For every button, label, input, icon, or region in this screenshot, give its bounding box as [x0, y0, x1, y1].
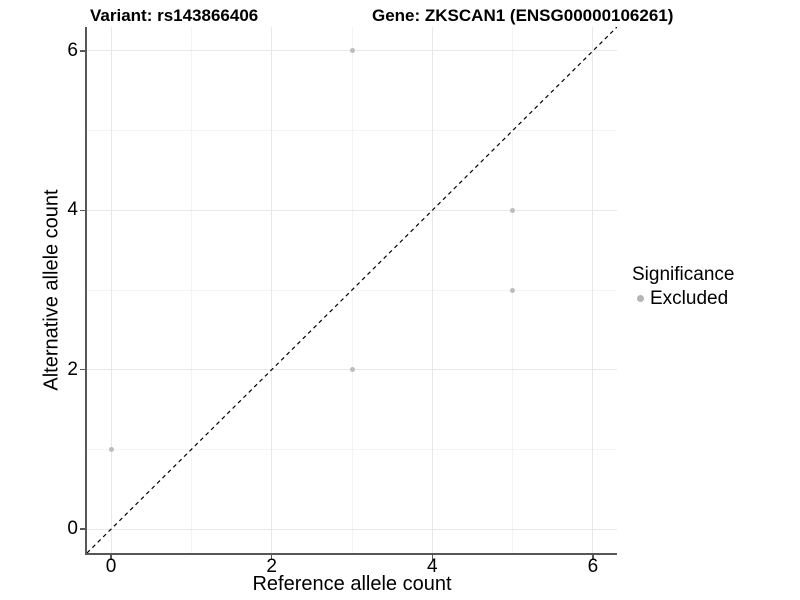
data-point [510, 207, 516, 213]
major-gridline-vertical [110, 27, 112, 553]
x-tick-label: 6 [587, 556, 599, 577]
legend-entries: Excluded [632, 287, 734, 310]
plot-panel [87, 27, 617, 553]
y-axis-label: Alternative allele count [40, 189, 63, 391]
x-tick-label: 0 [105, 556, 117, 577]
major-gridline-vertical [431, 27, 433, 553]
x-tick-label: 4 [427, 556, 438, 577]
legend-key [632, 290, 649, 307]
major-gridline-horizontal [87, 209, 617, 211]
x-tick-mark [270, 555, 273, 560]
legend-entry: Excluded [632, 287, 734, 310]
y-tick-mark [80, 368, 85, 371]
x-tick-mark [592, 555, 594, 560]
y-tick-mark [80, 209, 85, 212]
identity-line-svg [87, 27, 617, 553]
minor-gridline-horizontal [87, 448, 617, 450]
legend: Significance Excluded [632, 263, 734, 310]
identity-line [87, 27, 617, 553]
major-gridline-vertical [592, 27, 594, 553]
y-tick-label: 2 [67, 358, 78, 380]
y-axis-line [85, 27, 87, 555]
data-point [108, 446, 114, 452]
y-tick-mark [80, 528, 85, 530]
y-tick-label: 4 [67, 199, 78, 221]
y-tick-mark [80, 50, 85, 52]
x-tick-label: 2 [266, 556, 277, 577]
major-gridline-vertical [271, 27, 273, 553]
legend-title: Significance [632, 264, 735, 285]
x-axis-label: Reference allele count [252, 573, 452, 595]
plot-title-variant: Variant: rs143866406 [90, 6, 259, 25]
data-point [510, 287, 516, 293]
y-tick-label: 6 [67, 39, 78, 61]
data-point [349, 367, 355, 373]
major-gridline-horizontal [87, 528, 617, 530]
legend-point-icon [637, 295, 644, 302]
legend-label: Excluded [650, 288, 729, 309]
data-point [349, 48, 355, 54]
x-axis-line [85, 553, 617, 555]
y-tick-label: 0 [67, 518, 78, 540]
plot-title-gene: Gene: ZKSCAN1 (ENSG00000106261) [372, 6, 674, 25]
minor-gridline-horizontal [87, 130, 617, 132]
x-tick-mark [431, 555, 434, 560]
x-tick-mark [110, 555, 112, 560]
